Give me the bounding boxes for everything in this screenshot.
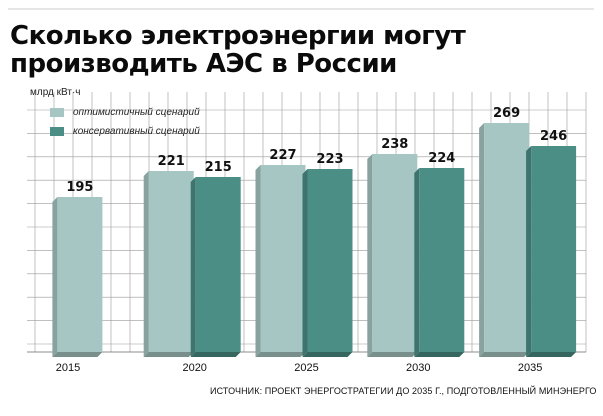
legend-item-optimistic: оптимистичный сценарий <box>50 107 200 118</box>
legend-swatch-conservative <box>50 126 64 136</box>
bar-base-conservative-2025 <box>302 352 353 357</box>
bar-optimistic-2015 <box>57 197 103 352</box>
legend-swatch-optimistic <box>50 107 64 117</box>
value-label-optimistic-2015: 195 <box>66 180 93 195</box>
bar-optimistic-2035 <box>484 123 530 352</box>
title-line-1: Сколько электроэнергии могут <box>10 21 466 51</box>
bar-side-optimistic-2035 <box>479 123 485 357</box>
bar-base-optimistic-2020 <box>143 352 194 357</box>
value-label-conservative-2035: 246 <box>540 129 567 144</box>
bar-conservative-2035 <box>531 146 577 352</box>
bar-conservative-2025 <box>307 169 353 352</box>
unit-label: млрд кВт·ч <box>30 87 81 98</box>
bar-base-conservative-2030 <box>414 352 465 357</box>
value-label-optimistic-2030: 238 <box>381 137 408 152</box>
bar-conservative-2020 <box>195 177 241 352</box>
bar-optimistic-2030 <box>372 154 418 352</box>
bar-base-conservative-2035 <box>526 352 577 357</box>
bar-side-optimistic-2015 <box>52 197 58 357</box>
bar-side-optimistic-2030 <box>367 154 373 357</box>
bar-optimistic-2020 <box>148 171 194 352</box>
bar-side-optimistic-2020 <box>143 171 149 357</box>
value-label-conservative-2020: 215 <box>205 160 232 175</box>
title-line-2: производить АЭС в России <box>10 49 397 79</box>
bar-conservative-2030 <box>419 168 465 352</box>
chart-title: Сколько электроэнергии могут производить… <box>10 21 466 79</box>
bar-side-optimistic-2025 <box>255 165 261 357</box>
value-label-conservative-2030: 224 <box>428 151 455 166</box>
value-label-conservative-2025: 223 <box>316 152 343 167</box>
bar-side-conservative-2030 <box>414 168 420 357</box>
legend-label-conservative: консервативный сценарий <box>73 126 200 137</box>
legend-item-conservative: консервативный сценарий <box>50 126 200 137</box>
x-tick-label-2030: 2030 <box>406 362 430 374</box>
bar-optimistic-2025 <box>260 165 306 352</box>
bar-side-conservative-2020 <box>190 177 196 357</box>
value-label-optimistic-2020: 221 <box>158 154 185 169</box>
bar-base-optimistic-2035 <box>479 352 530 357</box>
bar-side-conservative-2025 <box>302 169 308 357</box>
source-note: ИСТОЧНИК: ПРОЕКТ ЭНЕРГОСТРАТЕГИИ ДО 2035… <box>210 386 597 396</box>
bar-base-conservative-2020 <box>190 352 241 357</box>
bar-base-optimistic-2025 <box>255 352 306 357</box>
bar-side-conservative-2035 <box>526 146 532 357</box>
value-label-optimistic-2025: 227 <box>269 148 296 163</box>
x-tick-label-2025: 2025 <box>294 362 318 374</box>
legend-label-optimistic: оптимистичный сценарий <box>73 107 200 118</box>
x-tick-label-2015: 2015 <box>56 362 80 374</box>
x-tick-label-2020: 2020 <box>182 362 206 374</box>
bar-base-optimistic-2015 <box>52 352 103 357</box>
x-tick-label-2035: 2035 <box>518 362 542 374</box>
value-label-optimistic-2035: 269 <box>493 106 520 121</box>
bar-base-optimistic-2030 <box>367 352 418 357</box>
